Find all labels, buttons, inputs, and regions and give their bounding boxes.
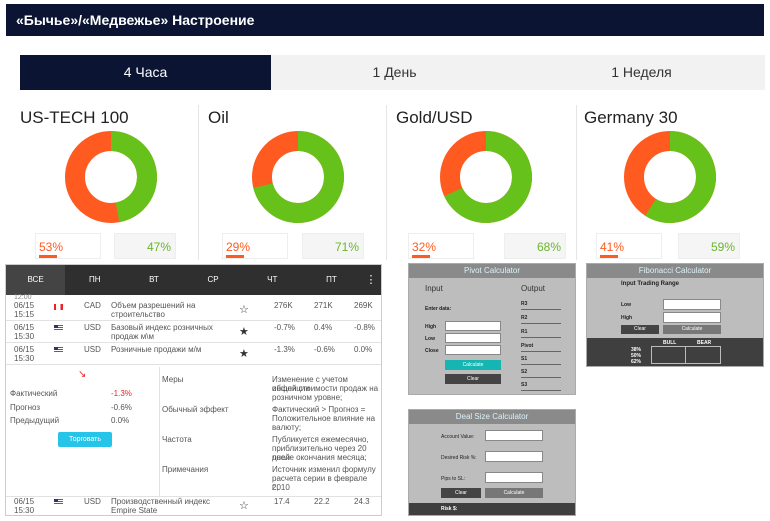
risk-output: Risk $:: [409, 503, 575, 515]
bull-slice: [440, 131, 532, 223]
bear-percent: 53%: [35, 233, 101, 259]
sentiment-card: Germany 30 41% 59%: [584, 105, 764, 260]
bear-percent: 32%: [408, 233, 474, 259]
pivot-calculator: Pivot Calculator Input Output Enter data…: [408, 263, 576, 395]
bull-percent: 68%: [504, 233, 566, 259]
fib-low-input[interactable]: [663, 299, 721, 310]
deal-calculate-button[interactable]: Calculate: [485, 488, 543, 498]
sentiment-donut: [440, 131, 532, 223]
bull-slice: [252, 131, 344, 223]
close-input[interactable]: [445, 345, 501, 355]
card-title: Germany 30: [584, 108, 678, 127]
fib-high-input[interactable]: [663, 312, 721, 323]
deal-size-calculator: Deal Size Calculator Account Value: Desi…: [408, 409, 576, 516]
fib-calculate-button[interactable]: Calculate: [663, 325, 721, 334]
more-icon[interactable]: ⋮: [365, 274, 377, 286]
page-title: «Бычье»/«Медвежье» Настроение: [16, 12, 255, 28]
bull-percent: 59%: [678, 233, 740, 259]
fib-results: BULL BEAR 38% 50% 62%: [587, 338, 763, 366]
table-row[interactable]: 06/15 15:15 CAD Объем разрешений на стро…: [6, 299, 381, 321]
trade-button[interactable]: Торговать: [58, 432, 112, 447]
sentiment-card: Oil 29% 71%: [208, 105, 383, 260]
tab-1w[interactable]: 1 Неделя: [611, 64, 672, 80]
sentiment-donut: [624, 131, 716, 223]
trend-down-icon: ↘: [78, 369, 87, 380]
day-tab-mon[interactable]: ПН: [88, 275, 101, 284]
pips-input[interactable]: [485, 472, 543, 483]
us-flag-icon: [54, 325, 63, 331]
card-title: US-TECH 100: [20, 108, 129, 127]
sentiment-donut: [65, 131, 157, 223]
day-tab-fri[interactable]: ПТ: [326, 275, 337, 284]
timeframe-tabs: 4 Часа 1 День 1 Неделя: [20, 55, 765, 90]
fibonacci-title: Fibonacci Calculator: [587, 264, 763, 278]
tab-1d[interactable]: 1 День: [372, 64, 417, 80]
us-flag-icon: [54, 499, 63, 505]
table-row[interactable]: 06/15 15:30 USD Базовый индекс розничных…: [6, 321, 381, 343]
pivot-title: Pivot Calculator: [409, 264, 575, 278]
star-outline-icon[interactable]: ☆: [239, 304, 249, 316]
day-tab-tue[interactable]: ВТ: [149, 275, 159, 284]
tab-4h[interactable]: 4 Часа: [20, 55, 271, 90]
calendar-day-tabs: ВСЕ ПН ВТ СР ЧТ ПТ ⋮: [6, 265, 381, 295]
pivot-clear-button[interactable]: Clear: [445, 374, 501, 384]
event-detail: ↘ Фактический -1.3% Прогноз -0.6% Предыд…: [6, 367, 381, 497]
bull-percent: 47%: [114, 233, 176, 259]
card-title: Oil: [208, 108, 229, 127]
account-value-input[interactable]: [485, 430, 543, 441]
day-tab-all[interactable]: ВСЕ: [6, 265, 66, 295]
risk-percent-input[interactable]: [485, 451, 543, 462]
sentiment-card: Gold/USD 32% 68%: [396, 105, 571, 260]
pivot-calculate-button[interactable]: Calculate: [445, 360, 501, 370]
low-input[interactable]: [445, 333, 501, 343]
canada-flag-icon: [54, 304, 63, 310]
economic-calendar: ВСЕ ПН ВТ СР ЧТ ПТ ⋮ 12:00 06/15 15:15 C…: [5, 264, 382, 516]
day-tab-thu[interactable]: ЧТ: [267, 275, 278, 284]
partial-time: 12:00: [14, 294, 32, 301]
table-row[interactable]: 06/15 15:30 USD Розничные продажи м/м ★ …: [6, 343, 381, 365]
card-title: Gold/USD: [396, 108, 473, 127]
sentiment-donut: [252, 131, 344, 223]
fib-clear-button[interactable]: Clear: [621, 325, 659, 334]
deal-size-title: Deal Size Calculator: [409, 410, 575, 424]
bear-percent: 29%: [222, 233, 288, 259]
us-flag-icon: [54, 347, 63, 353]
fibonacci-calculator: Fibonacci Calculator Input Trading Range…: [586, 263, 764, 367]
high-input[interactable]: [445, 321, 501, 331]
star-filled-icon[interactable]: ★: [239, 348, 249, 360]
sentiment-card: US-TECH 100 53% 47%: [20, 105, 195, 260]
table-row[interactable]: 06/15 15:30 USD Производственный индекс …: [14, 497, 370, 515]
deal-clear-button[interactable]: Clear: [441, 488, 481, 498]
star-outline-icon[interactable]: ☆: [239, 500, 249, 512]
bull-percent: 71%: [302, 233, 364, 259]
bull-slice: [65, 131, 157, 223]
star-filled-icon[interactable]: ★: [239, 326, 249, 338]
bull-slice: [624, 131, 716, 223]
page-header: «Бычье»/«Медвежье» Настроение: [6, 4, 764, 36]
day-tab-wed[interactable]: СР: [207, 275, 219, 284]
bear-percent: 41%: [596, 233, 662, 259]
